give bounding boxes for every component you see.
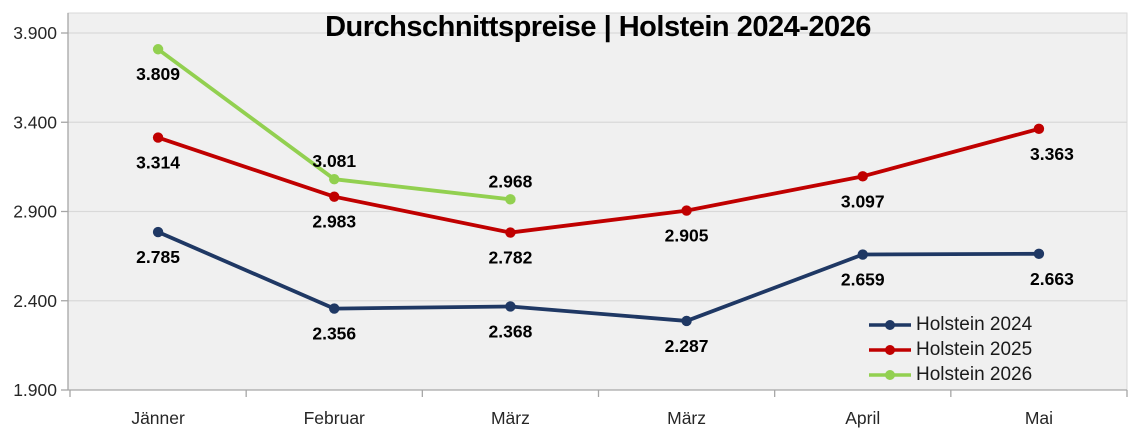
data-label: 3.097 <box>841 191 885 211</box>
data-point <box>329 173 340 185</box>
plot-area <box>67 12 1128 391</box>
legend-item-holstein-2026: Holstein 2026 <box>868 364 1032 385</box>
x-category-label: März <box>491 408 530 428</box>
data-point <box>857 171 868 182</box>
series-line-holstein-2025 <box>157 127 1040 235</box>
data-label: 2.287 <box>665 336 709 356</box>
x-category-label: Februar <box>304 408 365 428</box>
legend-item-holstein-2024: Holstein 2024 <box>868 314 1032 335</box>
data-point <box>505 301 516 312</box>
legend: Holstein 2024 Holstein 2025 Holstein 2026 <box>868 314 1032 385</box>
data-point <box>1033 248 1045 260</box>
data-label: 3.809 <box>136 64 180 84</box>
series-line-holstein-2024 <box>157 230 1039 323</box>
data-label: 2.659 <box>841 270 885 290</box>
x-category-label: Mai <box>1025 408 1053 428</box>
chart-title: Durchschnittspreise | Holstein 2024-2026 <box>325 11 871 43</box>
legend-label: Holstein 2025 <box>916 338 1033 360</box>
data-point <box>857 249 868 260</box>
data-label: 2.785 <box>136 247 180 267</box>
data-point <box>329 303 340 314</box>
x-category-label: März <box>667 408 706 428</box>
y-tick-label: 2.900 <box>13 202 57 222</box>
data-label: 2.905 <box>665 226 709 246</box>
y-tick-label: 2.400 <box>13 291 57 311</box>
legend-marker-icon <box>869 344 911 355</box>
data-point <box>681 315 692 327</box>
data-point <box>152 132 164 143</box>
data-label: 3.081 <box>312 151 356 171</box>
data-point <box>681 205 692 216</box>
legend-label: Holstein 2026 <box>916 363 1033 385</box>
data-label: 3.314 <box>136 153 180 173</box>
data-label: 2.782 <box>489 248 533 268</box>
data-point <box>505 194 516 205</box>
x-category-label: Jänner <box>131 408 185 428</box>
data-label: 2.983 <box>312 212 356 232</box>
legend-item-holstein-2025: Holstein 2025 <box>868 339 1032 360</box>
data-label: 2.968 <box>489 171 533 191</box>
data-label: 3.363 <box>1030 144 1074 164</box>
data-point <box>505 227 516 238</box>
legend-marker-icon <box>869 319 911 330</box>
y-tick-label: 3.400 <box>13 112 57 132</box>
y-tick-label: 3.900 <box>13 23 57 43</box>
y-tick-label: 1.900 <box>13 380 57 400</box>
legend-label: Holstein 2024 <box>916 313 1033 335</box>
data-label: 2.663 <box>1030 269 1074 289</box>
data-label: 2.356 <box>312 324 356 344</box>
data-point <box>152 44 164 55</box>
x-category-label: April <box>845 408 880 428</box>
data-point <box>152 226 164 238</box>
data-point <box>1033 123 1045 135</box>
data-point <box>329 191 340 202</box>
legend-marker-icon <box>869 369 911 380</box>
data-label: 2.368 <box>489 321 533 341</box>
